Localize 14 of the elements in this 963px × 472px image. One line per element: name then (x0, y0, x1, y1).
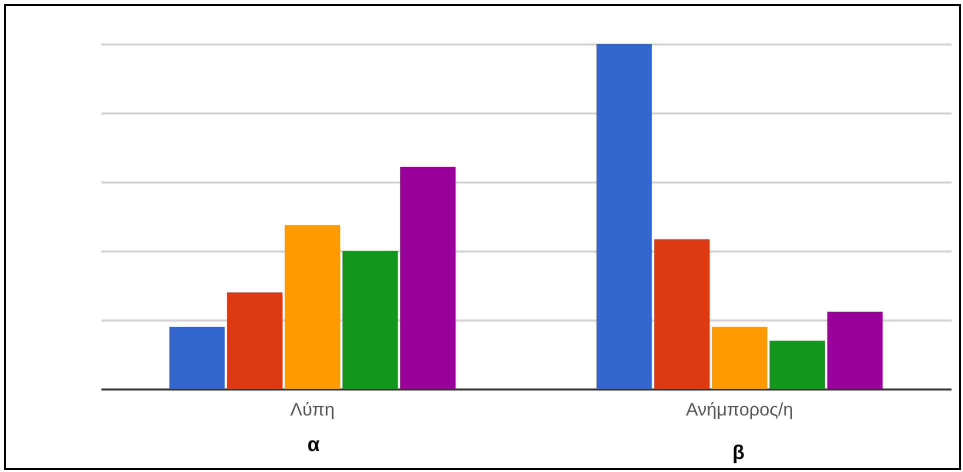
text: β (731, 442, 746, 465)
bar (654, 239, 710, 389)
bar (596, 44, 652, 389)
bar (827, 312, 883, 389)
text: α (306, 434, 321, 458)
bar (400, 166, 456, 389)
bar (227, 292, 282, 389)
x-tick-label: Λύπη (290, 400, 335, 420)
bar (342, 251, 398, 389)
bar (284, 225, 340, 389)
bar (169, 326, 225, 389)
bar (712, 326, 768, 389)
bar (770, 340, 825, 389)
x-tick-label: Ανήμπορος/η (686, 400, 794, 420)
